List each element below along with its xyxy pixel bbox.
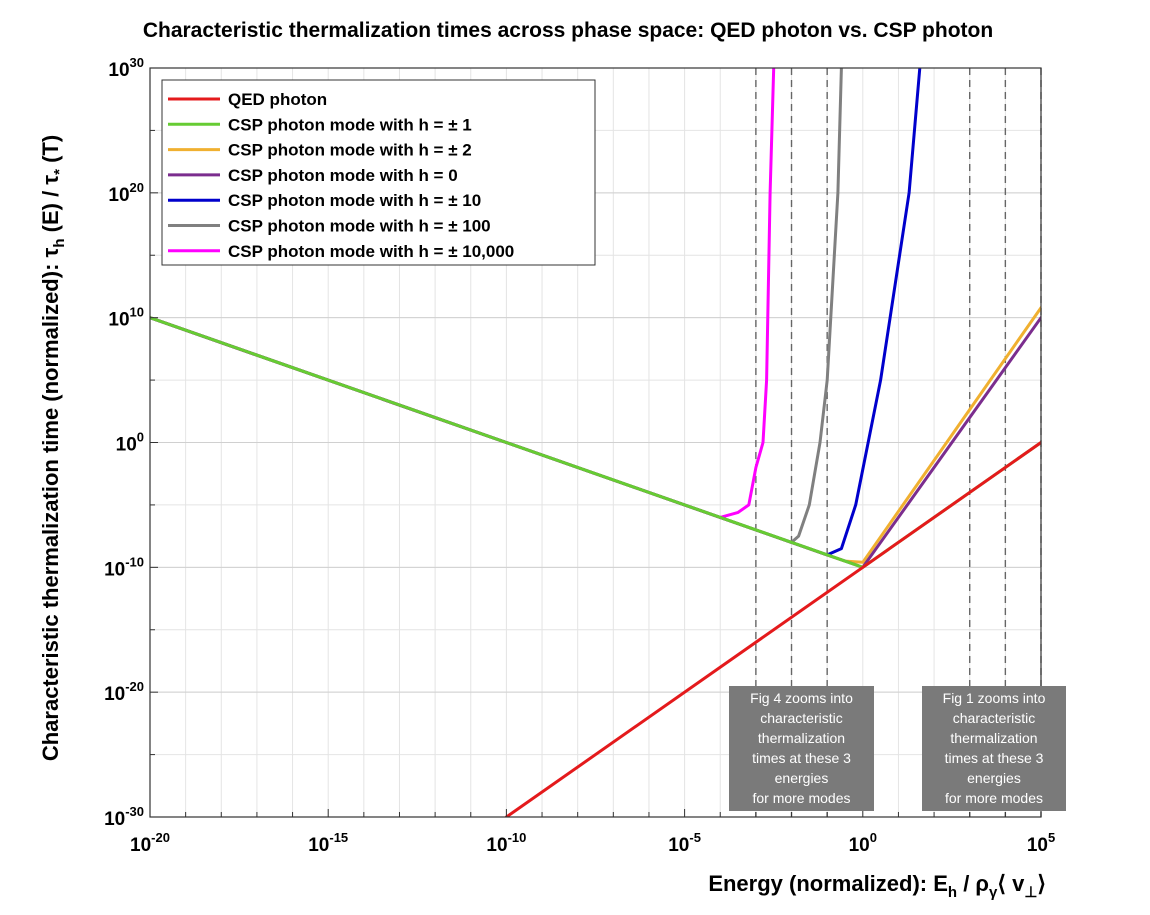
x-axis-label: Energy (normalized): Eh / ργ⟨ v⊥⟩ (708, 871, 1046, 901)
annotation-text: times at these 3 (752, 750, 851, 766)
legend-label: QED photon (228, 90, 327, 109)
legend-label: CSP photon mode with h = ± 1 (228, 115, 472, 134)
y-tick-labels: 10-30 10-20 10-10 100 1010 1020 1030 (104, 55, 144, 830)
y-tick-label: 1030 (108, 55, 144, 81)
legend-label: CSP photon mode with h = ± 10 (228, 191, 481, 210)
annotation-text: thermalization (950, 730, 1037, 746)
chart-title: Characteristic thermalization times acro… (143, 19, 993, 42)
x-tick-label: 10-20 (130, 830, 170, 856)
series-line-6 (150, 68, 776, 519)
legend-label: CSP photon mode with h = ± 10,000 (228, 242, 514, 261)
legend-label: CSP photon mode with h = 0 (228, 166, 458, 185)
y-tick-label: 10-20 (104, 679, 144, 705)
legend-label: CSP photon mode with h = ± 2 (228, 141, 472, 160)
y-tick-label: 10-10 (104, 554, 144, 580)
x-tick-label: 100 (849, 830, 877, 856)
annotation-text: thermalization (758, 730, 845, 746)
legend: QED photon CSP photon mode with h = ± 1 CS… (161, 79, 596, 266)
annotation-box-fig4 (729, 686, 874, 811)
y-tick-label: 10-30 (104, 804, 144, 830)
annotation-text: characteristic (953, 710, 1035, 726)
series-line-0 (504, 441, 1041, 817)
series-group (150, 68, 1041, 817)
annotation-box-fig1 (922, 686, 1066, 811)
y-tick-label: 1020 (108, 180, 144, 206)
annotation-text: times at these 3 (945, 750, 1044, 766)
annotation-text: for more modes (752, 790, 850, 806)
annotations: Fig 4 zooms into characteristic thermaliza… (729, 686, 1066, 811)
x-tick-label: 10-10 (486, 830, 526, 856)
y-tick-label: 100 (116, 430, 144, 456)
annotation-text: energies (775, 770, 829, 786)
annotation-text: Fig 4 zooms into (750, 690, 853, 706)
x-tick-label: 105 (1027, 830, 1055, 856)
x-tick-label: 10-15 (308, 830, 348, 856)
annotation-text: characteristic (760, 710, 842, 726)
legend-label: CSP photon mode with h = ± 100 (228, 217, 491, 236)
legend-box (161, 79, 596, 266)
annotation-text: energies (967, 770, 1021, 786)
y-axis-label: Characteristic thermalization time (norm… (38, 135, 68, 761)
x-tick-label: 10-5 (668, 830, 701, 856)
x-tick-labels: 10-20 10-15 10-10 10-5 100 105 (130, 830, 1055, 856)
y-tick-label: 1010 (108, 305, 144, 331)
annotation-text: for more modes (945, 790, 1043, 806)
annotation-text: Fig 1 zooms into (943, 690, 1046, 706)
